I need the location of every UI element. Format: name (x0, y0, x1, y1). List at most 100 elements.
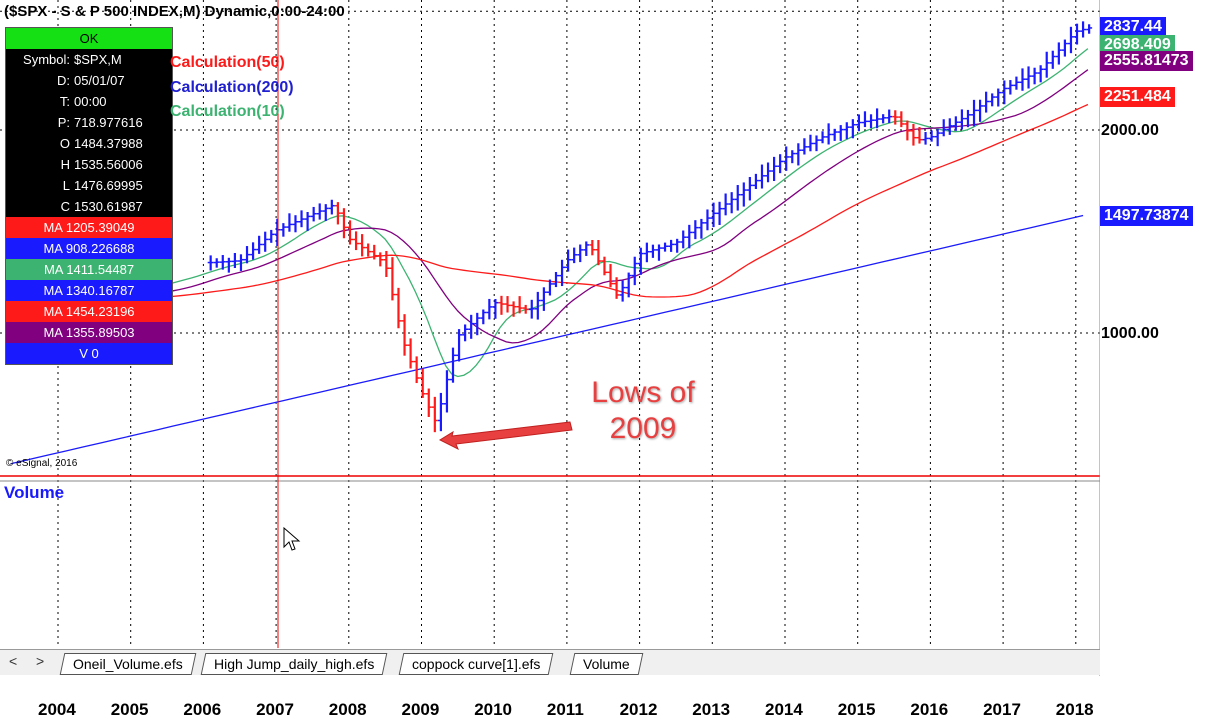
price-bar (874, 108, 881, 129)
price-bar (861, 111, 868, 128)
price-bar (274, 218, 281, 247)
price-bar (389, 257, 396, 301)
info-row-price: P: 718.977616 (57, 115, 143, 130)
price-bar (668, 239, 675, 252)
lows-annotation: Lows of 2009 (583, 375, 703, 447)
indicator-volume: V 0 (6, 343, 172, 364)
price-bar (419, 368, 426, 398)
price-bar (528, 299, 535, 319)
tab-coppock-curve[interactable]: coppock curve[1].efs (398, 653, 554, 675)
tab-scroll-left-icon[interactable]: < (9, 653, 18, 669)
ma-20-line (64, 69, 1089, 344)
price-bar (771, 156, 778, 181)
price-bar (468, 314, 475, 339)
calculation-10-label[interactable]: Calculation(10) (170, 103, 285, 120)
price-bar (244, 246, 251, 264)
price-bar (692, 220, 699, 240)
price-bar (674, 238, 681, 253)
x-label-2011: 2011 (546, 700, 584, 719)
price-bar (777, 154, 784, 174)
indicator-ma-1: MA 1205.39049 (6, 217, 172, 238)
ma-10-line (64, 48, 1089, 378)
price-bar (637, 247, 644, 275)
status-ok[interactable]: OK (6, 28, 172, 49)
price-bar (952, 116, 959, 131)
price-bar (268, 229, 275, 243)
esignal-copyright: © eSignal, 2016 (6, 458, 78, 469)
price-bar (510, 301, 517, 317)
price-bar (546, 279, 553, 296)
price-bar (958, 109, 965, 130)
price-tag-ma-green: 2698.409 (1100, 35, 1175, 55)
calculation-50-label[interactable]: Calculation(50) (170, 54, 285, 71)
x-label-2013: 2013 (692, 700, 731, 719)
price-bar (746, 176, 753, 201)
price-bar (1013, 76, 1020, 90)
price-bar (964, 109, 971, 128)
price-bar (849, 119, 856, 139)
price-bar (583, 241, 590, 256)
price-bar (231, 253, 238, 269)
price-bar (837, 125, 844, 141)
price-bar (1019, 68, 1026, 91)
price-bar (401, 314, 408, 356)
price-bar (322, 204, 329, 221)
price-bar (680, 230, 687, 249)
price-bar (219, 255, 226, 270)
price-bar (910, 123, 917, 146)
price-bar (904, 120, 911, 141)
x-label-2018: 2018 (1055, 700, 1094, 719)
price-bar (795, 143, 802, 166)
tab-high-jump[interactable]: High Jump_daily_high.efs (200, 653, 388, 675)
lows-annotation-line1: Lows of (591, 376, 695, 409)
price-bar (752, 173, 759, 189)
price-bar (292, 215, 299, 233)
price-bar (807, 134, 814, 152)
price-bar (916, 127, 923, 144)
info-row-time: T: 00:00 (59, 94, 107, 109)
price-bar (207, 255, 214, 271)
price-bar (407, 338, 414, 369)
price-chart[interactable] (0, 0, 1100, 676)
price-tag-ma-blue: 1497.73874 (1100, 206, 1193, 226)
price-bar (498, 295, 505, 315)
price-bar (304, 212, 311, 231)
price-bar (425, 388, 432, 417)
price-bar (516, 296, 523, 314)
price-bar (492, 299, 499, 319)
indicator-ma-6: MA 1355.89503 (6, 322, 172, 343)
price-bar (698, 218, 705, 239)
x-label-2014: 2014 (765, 700, 803, 719)
price-bar (934, 129, 941, 147)
price-bar (589, 240, 596, 256)
x-label-2008: 2008 (328, 700, 367, 719)
price-bar (413, 356, 420, 384)
tab-oneil-volume[interactable]: Oneil_Volume.efs (59, 653, 197, 675)
price-bar (310, 206, 317, 222)
info-row-open: O 1484.37988 (59, 136, 143, 151)
price-bar (474, 312, 481, 336)
price-bar (843, 122, 850, 140)
calculation-200-label[interactable]: Calculation(200) (170, 79, 294, 96)
chart-grid (0, 0, 1100, 648)
price-bar (540, 287, 547, 311)
y-tick-1000: 1000.00 (1101, 325, 1159, 342)
price-bar (334, 202, 341, 225)
price-bar (328, 199, 335, 215)
price-bar (383, 250, 390, 278)
price-bar (631, 256, 638, 286)
script-tab-bar: < > Oneil_Volume.efs High Jump_daily_hig… (0, 649, 1100, 675)
price-bar (1031, 67, 1038, 85)
price-bar (722, 193, 729, 216)
price-bar (1007, 80, 1014, 95)
price-bar (765, 162, 772, 183)
tab-volume[interactable]: Volume (569, 653, 644, 675)
cursor-info-panel: OK Symbol: $SPX,M D: 05/01/07 T: 00:00 P: 71… (5, 27, 173, 365)
info-row-close: C 1530.61987 (60, 199, 143, 214)
price-bar (946, 118, 953, 135)
price-bar (480, 309, 487, 325)
lows-annotation-line2: 2009 (609, 412, 677, 445)
price-bar (1055, 42, 1062, 65)
info-row-high: H 1535.56006 (60, 157, 143, 172)
tab-scroll-right-icon[interactable]: > (36, 653, 45, 669)
